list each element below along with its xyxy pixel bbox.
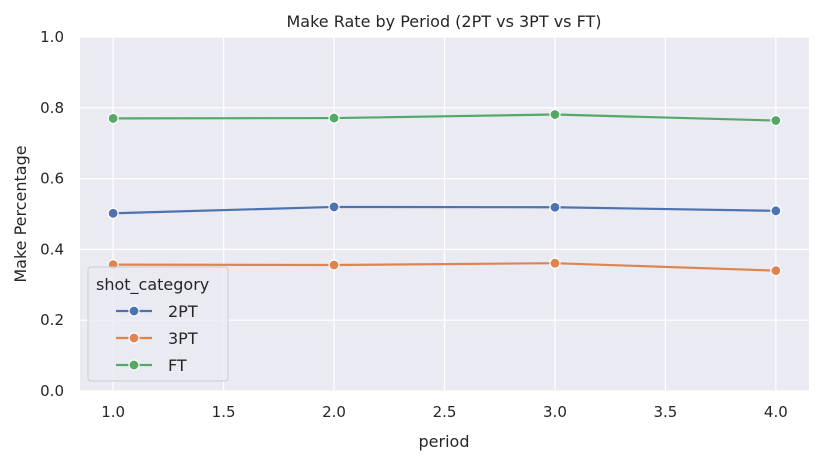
y-axis-label: Make Percentage	[11, 145, 30, 282]
legend-label-ft: FT	[168, 356, 187, 375]
x-tick-label: 2.5	[433, 403, 457, 421]
series-layer	[107, 108, 782, 277]
legend-box	[87, 266, 229, 382]
legend-label-3pt: 3PT	[168, 329, 198, 348]
data-point-3pt	[549, 257, 561, 269]
x-axis-label: period	[419, 432, 470, 451]
legend-entries: 2PT 3PT FT	[116, 302, 198, 375]
x-tick-label: 2.0	[322, 403, 346, 421]
series-line-3pt	[113, 262, 776, 272]
data-point-2pt	[107, 207, 119, 219]
data-point-ft	[549, 108, 561, 121]
y-tick-label: 0.0	[40, 382, 64, 400]
y-tick-label: 1.0	[40, 28, 64, 46]
data-point-ft	[770, 114, 782, 127]
data-point-2pt	[770, 205, 782, 217]
y-axis: 0.0 0.2 0.4 0.6 0.8 1.0	[40, 28, 64, 400]
legend: shot_category 2PT 3PT FT	[87, 266, 229, 382]
x-tick-label: 1.0	[101, 403, 125, 421]
series-line-ft	[113, 113, 776, 122]
y-tick-label: 0.8	[40, 99, 64, 117]
data-point-ft	[328, 112, 340, 124]
data-point-2pt	[328, 201, 340, 213]
x-tick-label: 3.0	[543, 403, 567, 421]
legend-title: shot_category	[96, 275, 209, 295]
legend-label-2pt: 2PT	[168, 302, 198, 321]
y-tick-label: 0.2	[40, 311, 64, 329]
data-point-3pt	[328, 259, 340, 271]
legend-marker-ft	[128, 359, 140, 371]
x-tick-label: 3.5	[653, 403, 677, 421]
y-tick-label: 0.4	[40, 240, 64, 258]
x-axis: 1.0 1.5 2.0 2.5 3.0 3.5 4.0	[101, 403, 788, 421]
data-point-ft	[107, 112, 119, 125]
legend-marker-2pt	[128, 305, 140, 317]
chart-title: Make Rate by Period (2PT vs 3PT vs FT)	[286, 12, 601, 31]
x-tick-label: 1.5	[212, 403, 236, 421]
legend-marker-3pt	[128, 332, 140, 344]
y-tick-label: 0.6	[40, 170, 64, 188]
data-point-2pt	[549, 201, 561, 213]
data-point-3pt	[770, 265, 782, 277]
x-tick-label: 4.0	[764, 403, 788, 421]
series-line-2pt	[113, 205, 776, 215]
